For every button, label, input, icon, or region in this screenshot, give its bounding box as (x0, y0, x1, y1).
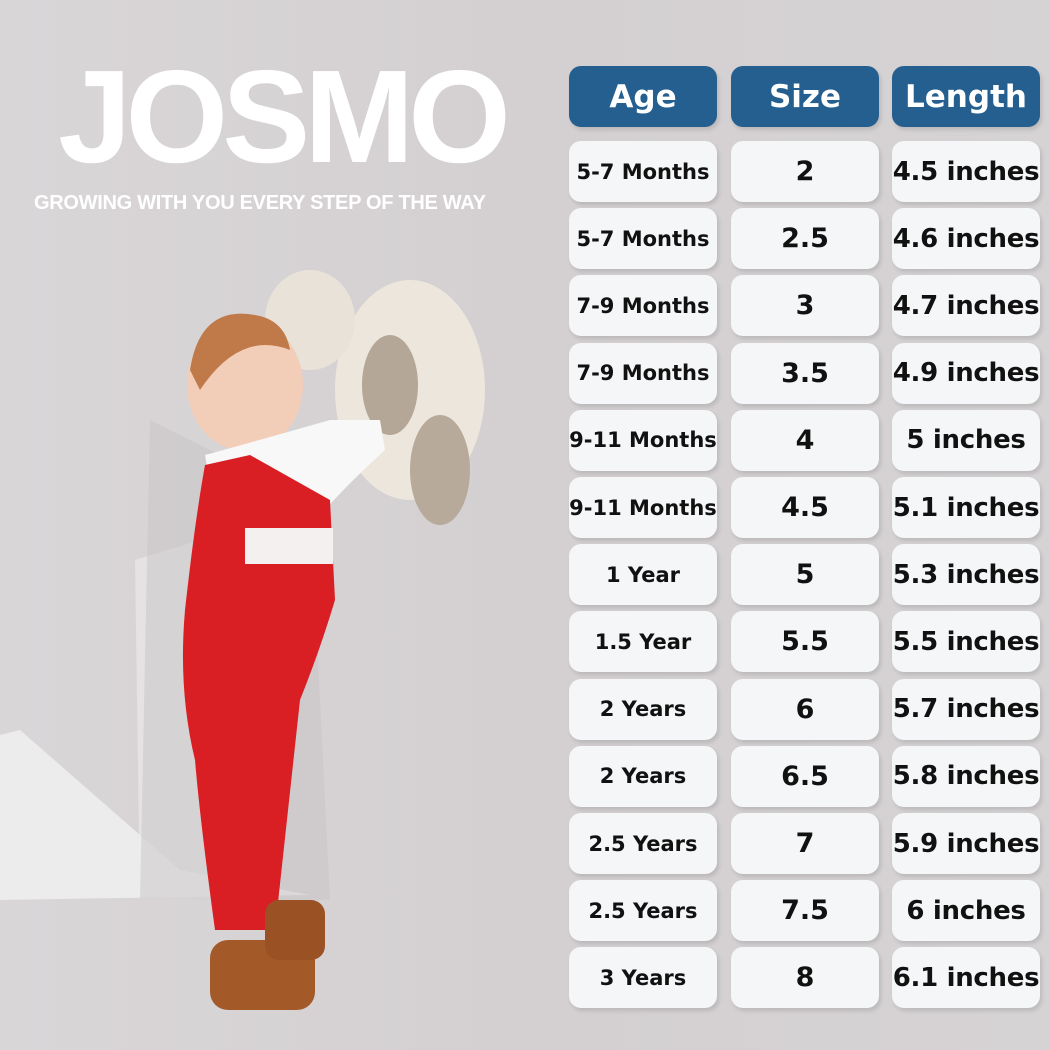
size-cell: 5 (731, 544, 879, 606)
size-cell: 6.5 (731, 745, 879, 807)
length-cell: 5.1 inches (892, 477, 1040, 538)
age-cell: 2 Years (569, 745, 717, 807)
size-cell: 3 (731, 275, 879, 337)
brand-logo: JOSMO (58, 43, 511, 190)
age-cell: 9-11 Months (569, 477, 717, 538)
age-cell: 5-7 Months (569, 141, 717, 202)
header-length: Length (892, 66, 1040, 127)
size-cell: 7.5 (731, 880, 879, 942)
age-cell: 3 Years (569, 947, 717, 1009)
length-cell: 6.1 inches (892, 947, 1040, 1009)
length-cell: 5.7 inches (892, 678, 1040, 740)
age-cell: 5-7 Months (569, 208, 717, 270)
backdrop-wedge (0, 730, 310, 900)
length-cell: 5.8 inches (892, 745, 1040, 807)
age-cell: 7-9 Months (569, 275, 717, 337)
age-cell: 2.5 Years (569, 813, 717, 874)
age-cell: 9-11 Months (569, 409, 717, 471)
length-cell: 6 inches (892, 880, 1040, 942)
size-cell: 8 (731, 947, 879, 1009)
right-shoe (265, 900, 325, 960)
age-cell: 2.5 Years (569, 880, 717, 942)
age-cell: 7-9 Months (569, 342, 717, 404)
size-cell: 4.5 (731, 477, 879, 538)
length-cell: 5 inches (892, 409, 1040, 471)
size-cell: 5.5 (731, 611, 879, 673)
length-cell: 4.6 inches (892, 208, 1040, 270)
header-size: Size (731, 66, 879, 127)
size-cell: 2 (731, 141, 879, 202)
size-cell: 6 (731, 678, 879, 740)
size-cell: 3.5 (731, 342, 879, 404)
red-romper (182, 455, 335, 930)
length-cell: 5.5 inches (892, 611, 1040, 673)
size-cell: 7 (731, 813, 879, 874)
age-cell: 1.5 Year (569, 611, 717, 673)
length-cell: 4.9 inches (892, 342, 1040, 404)
header-age: Age (569, 66, 717, 127)
brand-tagline: GROWING WITH YOU EVERY STEP OF THE WAY (34, 192, 486, 214)
age-cell: 2 Years (569, 678, 717, 740)
baby-with-teddy-photo (0, 270, 485, 1010)
length-cell: 4.7 inches (892, 275, 1040, 337)
length-cell: 5.3 inches (892, 544, 1040, 606)
size-cell: 2.5 (731, 208, 879, 270)
length-cell: 5.9 inches (892, 813, 1040, 874)
length-cell: 4.5 inches (892, 141, 1040, 202)
size-cell: 4 (731, 409, 879, 471)
age-cell: 1 Year (569, 544, 717, 606)
